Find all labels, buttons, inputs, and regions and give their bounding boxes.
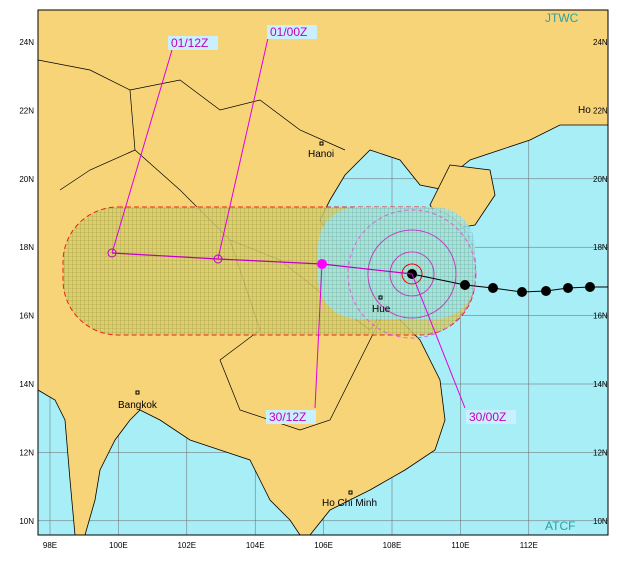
label-box xyxy=(267,25,317,39)
time-label: 30/00Z xyxy=(469,410,506,424)
label-leaders xyxy=(111,37,466,409)
lat-label: 16N xyxy=(593,312,608,321)
label-box xyxy=(168,36,218,50)
wind-radius xyxy=(389,251,435,297)
lon-label: 104E xyxy=(246,541,265,550)
wind-radius xyxy=(367,229,457,319)
forecast-track xyxy=(111,252,413,275)
past-positions xyxy=(407,269,595,297)
lat-label: 20N xyxy=(19,175,34,184)
label-box xyxy=(466,410,516,424)
lat-label: 18N xyxy=(593,243,608,252)
city-label: Ho Chi Minh xyxy=(322,498,377,509)
frame xyxy=(37,9,609,536)
lat-label: 14N xyxy=(19,380,34,389)
lon-label: 112E xyxy=(520,541,538,550)
lat-label: 12N xyxy=(19,448,34,457)
system-label: ATCF xyxy=(545,519,575,533)
time-label: 01/12Z xyxy=(171,36,208,50)
lon-label: 100E xyxy=(109,541,128,550)
lat-label: 24N xyxy=(19,38,34,47)
lat-label: 12N xyxy=(593,448,608,457)
wind-radius xyxy=(401,263,423,285)
danger-area-sea xyxy=(318,207,475,319)
lon-label: 110E xyxy=(451,541,469,550)
forecast-point xyxy=(213,254,223,264)
lat-label: 18N xyxy=(19,243,34,252)
city-markers xyxy=(135,141,383,495)
city-label: Ho xyxy=(578,105,591,116)
lat-label: 20N xyxy=(593,175,608,184)
lon-label: 102E xyxy=(177,541,196,550)
lat-label: 24N xyxy=(593,38,608,47)
lat-label: 22N xyxy=(19,106,34,115)
lon-label: 98E xyxy=(43,541,57,550)
lat-label: 22N xyxy=(593,106,608,115)
map-body xyxy=(38,10,608,535)
city-label: Bangkok xyxy=(118,400,158,411)
lat-label: 14N xyxy=(593,380,608,389)
source-label: JTWC xyxy=(545,11,579,25)
lat-label: 10N xyxy=(593,517,608,526)
lon-label: 106E xyxy=(314,541,333,550)
wind-radius xyxy=(347,209,477,339)
borders xyxy=(38,59,391,431)
city-label: Hanoi xyxy=(308,149,334,160)
lat-label: 16N xyxy=(19,312,34,321)
forecast-point xyxy=(317,259,327,269)
time-label: 01/00Z xyxy=(270,25,307,39)
lon-label: 108E xyxy=(383,541,402,550)
forecast-point xyxy=(107,248,117,258)
lat-label: 10N xyxy=(19,517,34,526)
label-box xyxy=(266,410,316,424)
time-label: 30/12Z xyxy=(269,410,306,424)
city-label: Hue xyxy=(372,304,391,315)
